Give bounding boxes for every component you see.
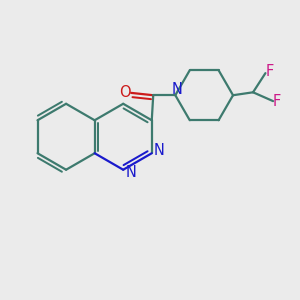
- Text: N: N: [171, 82, 182, 98]
- Text: O: O: [119, 85, 131, 100]
- Text: F: F: [266, 64, 274, 79]
- Text: N: N: [125, 165, 136, 180]
- Text: N: N: [154, 143, 165, 158]
- Text: F: F: [273, 94, 281, 109]
